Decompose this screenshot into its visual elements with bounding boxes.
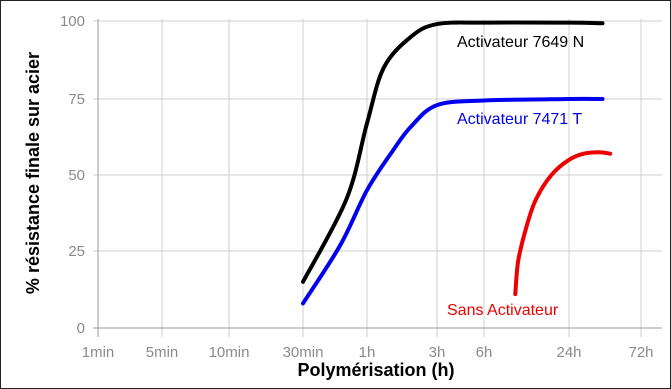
series-label-7649n: Activateur 7649 N [457,34,584,51]
series-line-7649n [301,20,605,284]
x-axis-title: Polymérisation (h) [297,360,454,380]
y-tick-label: 50 [68,167,85,184]
x-tick-label: 5min [146,344,179,361]
x-tick-label: 30min [283,344,324,361]
axes: 1min 5min 10min 30min 1h 3h 6h 24h 72h 0 25 50 75 100 [60,13,662,361]
series-label-sans-activateur: Sans Activateur [447,302,559,319]
x-tick-label: 10min [209,344,250,361]
grid [93,19,662,337]
x-tick-label: 1h [359,344,376,361]
x-tick-label: 3h [429,344,446,361]
y-axis-title: % résistance finale sur acier [23,52,43,294]
y-tick-label: 25 [68,243,85,260]
x-tick-label: 1min [82,344,115,361]
x-tick-label: 24h [556,344,581,361]
series-lines [301,20,613,306]
y-tick-label: 75 [68,91,85,108]
series-line-7471t [301,96,605,306]
series-line-sans-activateur [513,150,613,297]
y-tick-label: 100 [60,13,85,30]
series-labels: Activateur 7649 N Activateur 7471 T Sans… [447,34,584,319]
y-tick-label: 0 [77,320,85,337]
x-tick-label: 72h [628,344,653,361]
x-tick-label: 6h [476,344,493,361]
series-label-7471t: Activateur 7471 T [457,111,582,128]
